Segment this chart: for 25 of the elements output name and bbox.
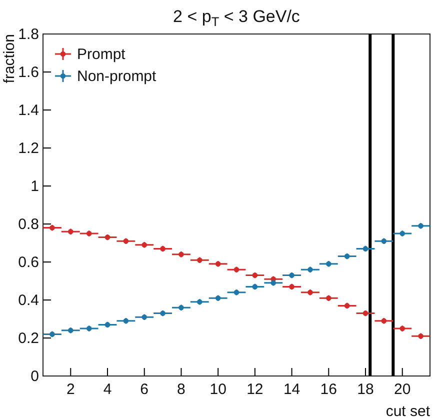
y-tick-label: 1.2: [18, 140, 39, 157]
y-tick-label: 0.6: [18, 254, 39, 271]
chart-title: 2 < p$_{T}$ < 3 GeV/c: [173, 7, 300, 29]
x-tick-label: 20: [394, 381, 411, 398]
x-tick-label: 2: [66, 381, 75, 398]
legend-label: Non-prompt: [77, 68, 158, 85]
legend-label: Prompt: [77, 46, 126, 63]
y-axis-title: fraction: [1, 34, 18, 84]
y-tick-label: 1.4: [18, 102, 39, 119]
x-tick-label: 16: [320, 381, 337, 398]
x-tick-label: 12: [246, 381, 264, 398]
x-tick-label: 14: [283, 381, 300, 398]
y-tick-label: 1: [30, 178, 39, 195]
y-tick-label: 0: [30, 368, 39, 385]
y-tick-label: 0.8: [18, 216, 39, 233]
y-tick-label: 0.4: [18, 292, 39, 309]
x-tick-label: 4: [103, 381, 112, 398]
x-tick-label: 8: [177, 381, 186, 398]
x-tick-label: 18: [357, 381, 374, 398]
y-tick-label: 1.8: [18, 26, 39, 43]
x-tick-label: 6: [140, 381, 149, 398]
y-tick-label: 1.6: [18, 64, 39, 81]
x-axis-title: cut set: [386, 403, 431, 418]
y-tick-label: 0.2: [18, 330, 39, 347]
x-tick-label: 10: [210, 381, 226, 398]
